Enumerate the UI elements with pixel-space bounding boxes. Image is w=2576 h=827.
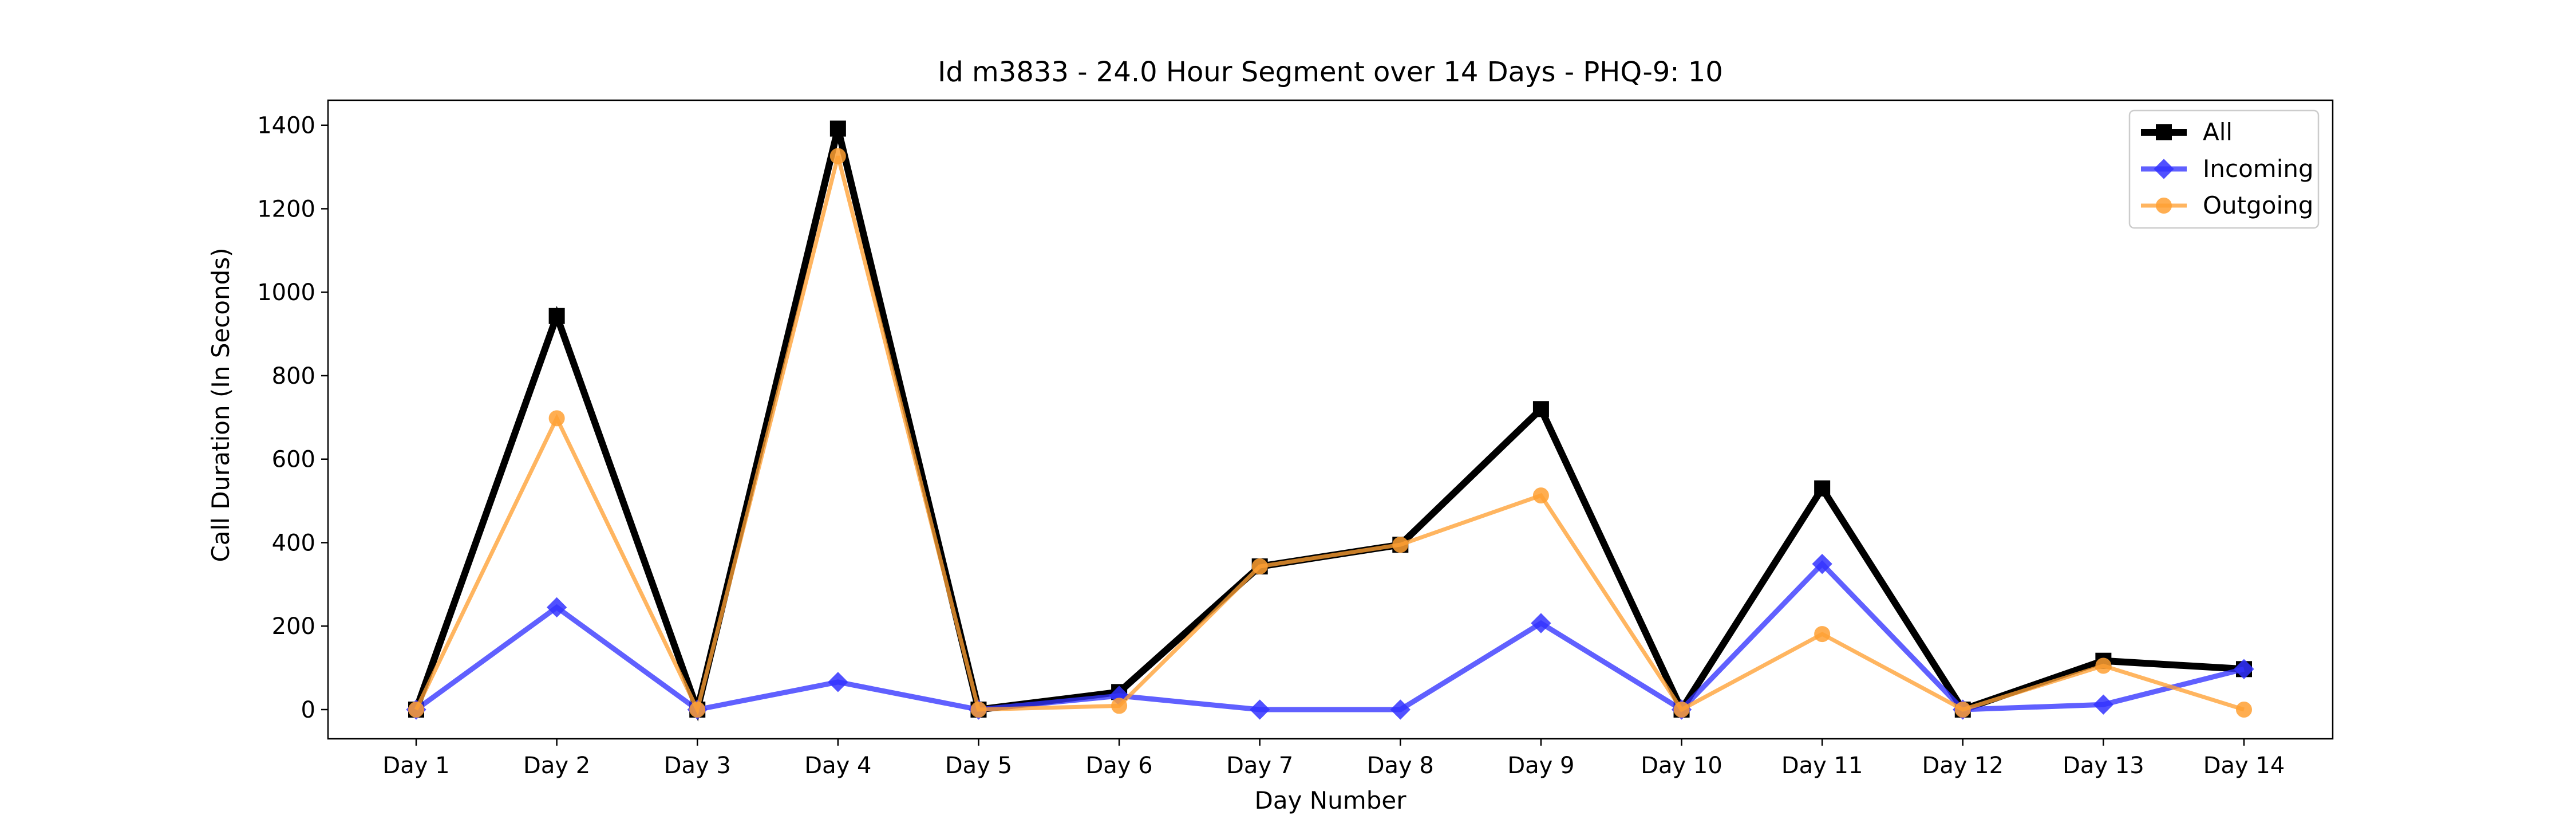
chart-title: Id m3833 - 24.0 Hour Segment over 14 Day… xyxy=(938,56,1723,88)
data-point-incoming xyxy=(546,597,567,618)
data-point-incoming xyxy=(828,672,848,692)
x-tick-label: Day 9 xyxy=(1507,753,1574,779)
x-tick-label: Day 8 xyxy=(1367,753,1434,779)
data-point-incoming xyxy=(2234,659,2254,679)
data-point-outgoing xyxy=(2236,701,2252,718)
y-tick-label: 1200 xyxy=(257,196,315,222)
data-point-outgoing xyxy=(1532,487,1549,504)
x-tick-label: Day 14 xyxy=(2203,753,2285,779)
legend-marker-incoming xyxy=(2154,159,2174,179)
y-tick-label: 1400 xyxy=(257,113,315,139)
data-point-all xyxy=(829,120,846,137)
y-tick-label: 400 xyxy=(272,530,315,556)
legend-marker-outgoing xyxy=(2156,198,2172,214)
y-tick-label: 600 xyxy=(272,447,315,473)
legend-label-incoming: Incoming xyxy=(2203,155,2314,183)
data-point-outgoing xyxy=(1954,701,1971,718)
series-all xyxy=(408,120,2252,722)
x-tick-label: Day 1 xyxy=(382,753,449,779)
y-tick-label: 0 xyxy=(301,697,315,723)
series-incoming xyxy=(406,553,2254,720)
x-tick-label: Day 4 xyxy=(804,753,871,779)
series-line-incoming xyxy=(414,560,2245,713)
plot-area: 0 200 400 600 800 1000 1200 1400 Day 1 Day 2 Day 3… xyxy=(257,99,2334,779)
legend-box xyxy=(2128,109,2320,229)
x-tick-label: Day 13 xyxy=(2063,753,2144,779)
data-point-outgoing xyxy=(1251,558,1268,575)
data-point-outgoing xyxy=(1673,701,1690,718)
y-tick-label: 200 xyxy=(272,613,315,640)
x-axis-label: Day Number xyxy=(1254,786,1406,814)
x-tick-label: Day 10 xyxy=(1641,753,1722,779)
data-point-outgoing xyxy=(1814,626,1831,643)
data-point-outgoing xyxy=(548,410,565,427)
data-point-incoming xyxy=(1250,699,1270,720)
data-point-incoming xyxy=(1531,613,1551,633)
x-tick-label: Day 3 xyxy=(664,753,731,779)
series-outgoing xyxy=(408,148,2252,718)
data-point-all xyxy=(548,308,565,324)
legend-label-outgoing: Outgoing xyxy=(2203,191,2313,219)
x-tick-label: Day 12 xyxy=(1922,753,2004,779)
data-point-all xyxy=(1532,401,1549,418)
data-point-outgoing xyxy=(970,701,987,718)
y-axis-label: Call Duration (In Seconds) xyxy=(207,247,235,562)
data-point-outgoing xyxy=(2095,657,2112,674)
plot-frame xyxy=(327,99,2334,740)
x-tick-label: Day 2 xyxy=(523,753,590,779)
data-point-outgoing xyxy=(1111,698,1128,714)
data-point-incoming xyxy=(1390,699,1411,720)
legend: All Incoming Outgoing xyxy=(2128,109,2320,229)
data-point-outgoing xyxy=(408,701,424,718)
data-point-outgoing xyxy=(689,701,706,718)
legend-marker-all xyxy=(2156,124,2172,140)
y-tick-label: 1000 xyxy=(257,279,315,306)
x-tick-label: Day 11 xyxy=(1781,753,1863,779)
series-line-all xyxy=(413,128,2245,722)
x-tick-label: Day 6 xyxy=(1085,753,1152,779)
series-line-outgoing xyxy=(414,155,2245,716)
x-tick-label: Day 7 xyxy=(1226,753,1293,779)
data-point-all xyxy=(1814,480,1831,497)
data-point-incoming xyxy=(2093,694,2114,715)
y-tick-label: 800 xyxy=(272,363,315,389)
data-point-incoming xyxy=(1812,553,1832,574)
data-point-outgoing xyxy=(829,148,846,164)
x-tick-label: Day 5 xyxy=(945,753,1012,779)
legend-label-all: All xyxy=(2203,118,2233,146)
data-point-outgoing xyxy=(1392,537,1409,553)
